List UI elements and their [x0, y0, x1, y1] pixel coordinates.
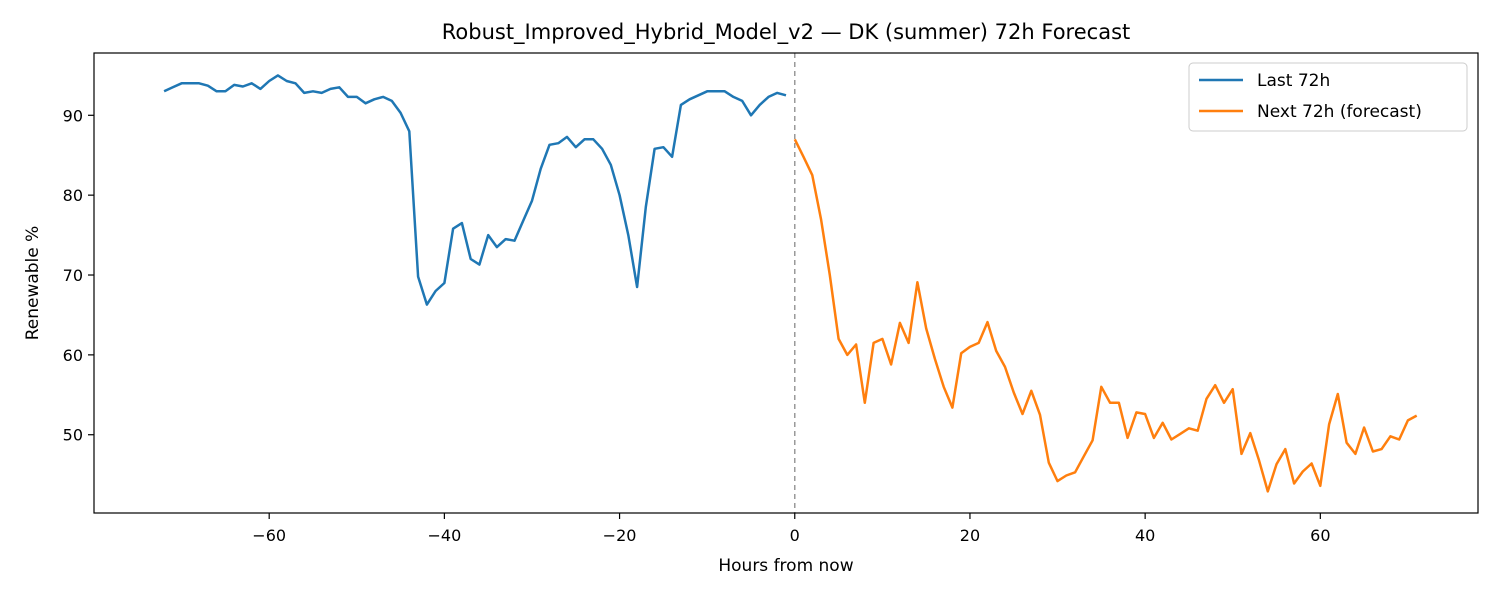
legend-label-next-72h-forecast: Next 72h (forecast) [1257, 102, 1422, 122]
x-tick-label: 0 [790, 526, 800, 545]
y-axis-label: Renewable % [23, 226, 43, 341]
y-tick-label: 80 [63, 186, 83, 205]
y-tick-label: 60 [63, 346, 83, 365]
x-tick-label: 40 [1135, 526, 1155, 545]
y-axis: 50 60 70 80 90 [63, 106, 94, 445]
x-tick-label: 20 [960, 526, 980, 545]
x-tick-label: −40 [427, 526, 461, 545]
x-axis-label: Hours from now [718, 556, 853, 576]
series-line-next-72h-forecast [793, 138, 1418, 493]
x-axis: −60 −40 −20 0 20 40 60 [252, 513, 1331, 545]
legend-label-last-72h: Last 72h [1257, 71, 1330, 91]
y-tick-label: 90 [63, 106, 83, 125]
chart-title: Robust_Improved_Hybrid_Model_v2 — DK (su… [442, 20, 1131, 45]
x-tick-label: 60 [1310, 526, 1330, 545]
legend-box [1188, 62, 1468, 132]
series-line-last-72h [163, 74, 787, 306]
legend: Last 72h Next 72h (forecast) [1188, 62, 1468, 132]
x-tick-label: −60 [252, 526, 286, 545]
plot-frame [93, 52, 1479, 514]
y-tick-label: 70 [63, 266, 83, 285]
x-tick-label: −20 [603, 526, 637, 545]
plot-area [163, 53, 1418, 513]
y-tick-label: 50 [63, 426, 83, 445]
